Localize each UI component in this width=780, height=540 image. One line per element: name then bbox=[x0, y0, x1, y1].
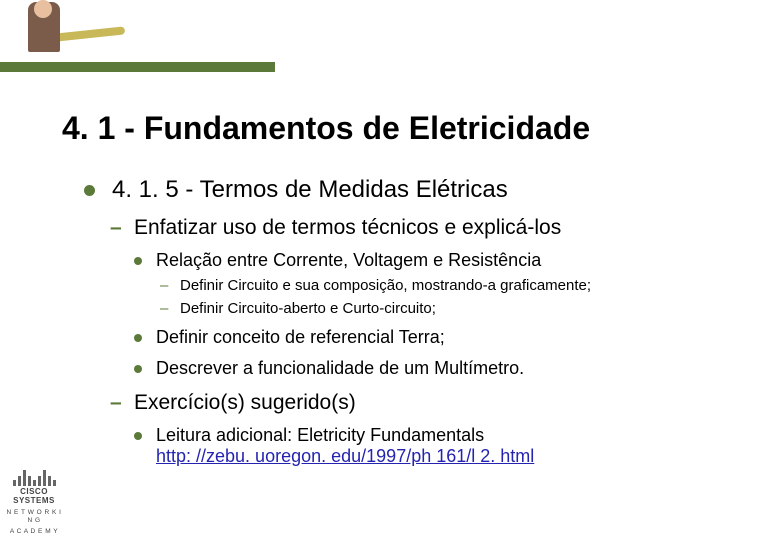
cisco-logo: CISCO SYSTEMS N E T W O R K I N G A C A … bbox=[4, 468, 64, 536]
cisco-logo-sub2: A C A D E M Y bbox=[4, 528, 64, 536]
cisco-logo-brand: CISCO SYSTEMS bbox=[4, 488, 64, 506]
bullet-level3: Relação entre Corrente, Voltagem e Resis… bbox=[132, 250, 744, 271]
slide-body: 4. 1. 5 - Termos de Medidas Elétricas En… bbox=[84, 176, 744, 467]
bullet-level2: Enfatizar uso de termos técnicos e expli… bbox=[108, 216, 744, 240]
reading-text: Leitura adicional: Eletricity Fundamenta… bbox=[156, 425, 484, 445]
header-accent-bar bbox=[0, 62, 275, 72]
bullet-level1: 4. 1. 5 - Termos de Medidas Elétricas bbox=[84, 176, 744, 204]
bullet-level4: Definir Circuito-aberto e Curto-circuito… bbox=[156, 300, 744, 317]
bullet-level3: Descrever a funcionalidade de um Multíme… bbox=[132, 358, 744, 379]
bullet-level2: Exercício(s) sugerido(s) bbox=[108, 391, 744, 415]
cisco-logo-bars bbox=[4, 468, 64, 486]
slide-title: 4. 1 - Fundamentos de Eletricidade bbox=[62, 110, 590, 147]
header-graphic bbox=[0, 0, 130, 65]
cisco-logo-sub1: N E T W O R K I N G bbox=[4, 509, 64, 525]
bullet-level4: Definir Circuito e sua composição, mostr… bbox=[156, 277, 744, 294]
header-graphic-hose bbox=[55, 26, 125, 41]
bullet-level3: Leitura adicional: Eletricity Fundamenta… bbox=[132, 425, 744, 467]
header-graphic-head bbox=[34, 0, 52, 18]
bullet-level3: Definir conceito de referencial Terra; bbox=[132, 327, 744, 348]
reading-link[interactable]: http: //zebu. uoregon. edu/1997/ph 161/l… bbox=[156, 446, 534, 466]
